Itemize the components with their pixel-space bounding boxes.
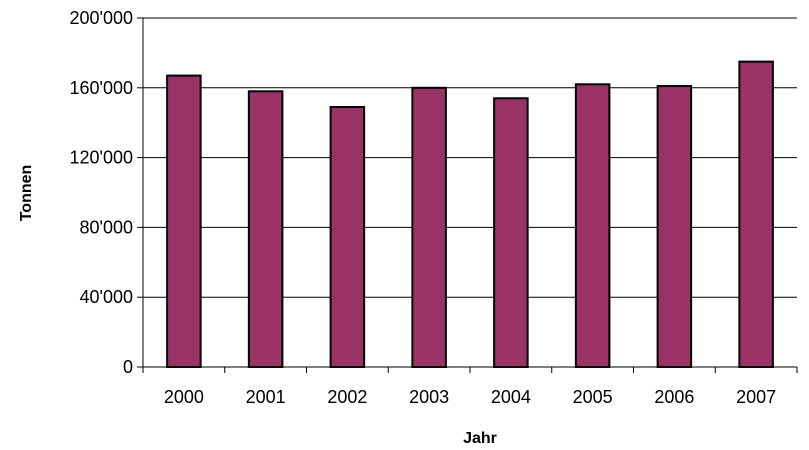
y-tick-label: 40'000 xyxy=(80,287,134,307)
bars xyxy=(166,60,774,369)
x-tick-label: 2004 xyxy=(491,387,531,407)
bar-2003 xyxy=(411,86,447,369)
x-tick-label: 2001 xyxy=(246,387,286,407)
x-tick-label: 2002 xyxy=(327,387,367,407)
x-tick-label: 2000 xyxy=(164,387,204,407)
x-axis-title: Jahr xyxy=(463,430,497,447)
x-tick-label: 2007 xyxy=(736,387,776,407)
bar-2006 xyxy=(656,85,693,369)
bar-2007 xyxy=(738,60,774,368)
axes xyxy=(142,18,797,368)
bar-2005 xyxy=(574,83,611,368)
y-tick-label: 160'000 xyxy=(69,78,133,98)
y-tick-label: 120'000 xyxy=(69,148,133,168)
x-tick-label: 2003 xyxy=(409,387,449,407)
y-tick-label: 200'000 xyxy=(69,8,133,28)
y-tick-label: 80'000 xyxy=(80,217,134,237)
bar-2001 xyxy=(247,90,284,368)
x-tick-label: 2005 xyxy=(573,387,613,407)
y-tick-label: 0 xyxy=(123,357,133,377)
bar-2000 xyxy=(166,74,202,369)
bar-2002 xyxy=(329,105,366,369)
gridlines xyxy=(143,17,797,298)
x-tick-labels: 2000 2001 2002 2003 2004 2005 2006 2007 xyxy=(142,367,798,407)
x-tick-label: 2006 xyxy=(654,387,694,407)
y-axis-title: Tonnen xyxy=(18,165,35,222)
y-tick-labels: 0 40'000 80'000 120'000 160'000 200'000 xyxy=(69,8,143,377)
bar-2004 xyxy=(493,97,529,369)
